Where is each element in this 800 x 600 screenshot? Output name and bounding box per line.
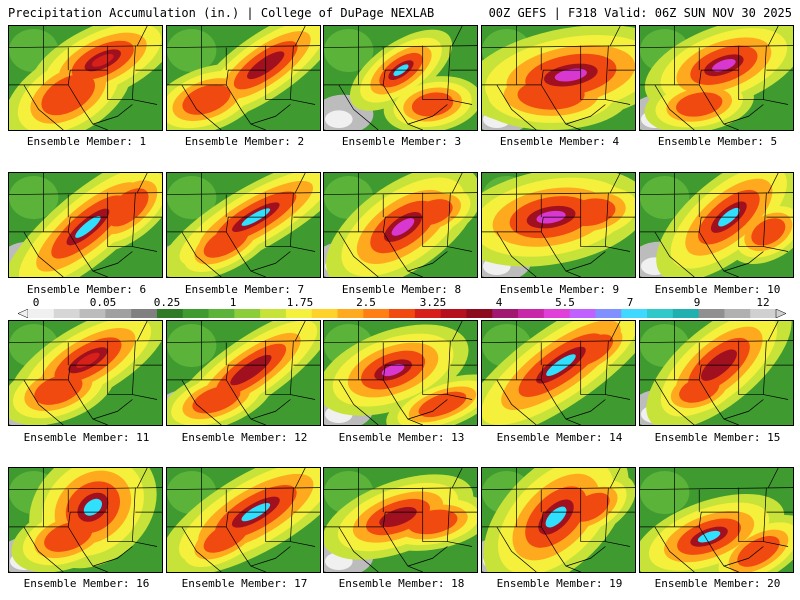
- colorbar-max-arrow: [775, 309, 786, 318]
- colorbar-segment: [53, 309, 81, 318]
- run-valid-time: 00Z GEFS | F318 Valid: 06Z SUN NOV 30 20…: [488, 6, 792, 20]
- colorbar-segment: [569, 309, 596, 318]
- colorbar-min-arrow: [18, 309, 29, 318]
- colorbar-tick-label: 0.05: [89, 296, 117, 309]
- colorbar-segment: [182, 309, 210, 318]
- colorbar-segment: [79, 309, 106, 318]
- colorbar-segment: [337, 309, 364, 318]
- colorbar-segment: [672, 309, 700, 318]
- ensemble-member-panel: [481, 320, 636, 426]
- colorbar-tick-label: 5.5: [555, 296, 575, 309]
- ensemble-member-label: Ensemble Member: 13: [338, 431, 465, 444]
- colorbar-segment: [724, 309, 751, 318]
- ensemble-member-label: Ensemble Member: 2: [184, 135, 305, 148]
- ensemble-member-panel: [639, 25, 794, 131]
- ensemble-member-panel: [323, 320, 478, 426]
- colorbar-segment: [750, 309, 777, 318]
- colorbar-segment: [543, 309, 571, 318]
- colorbar-segment: [440, 309, 467, 318]
- colorbar-tick-label: 3.25: [419, 296, 447, 309]
- colorbar-segment: [518, 309, 545, 318]
- ensemble-member-panel: [639, 172, 794, 278]
- ensemble-member-panel: [481, 172, 636, 278]
- colorbar: [18, 309, 786, 318]
- ensemble-member-label: Ensemble Member: 11: [23, 431, 150, 444]
- ensemble-member-label: Ensemble Member: 4: [499, 135, 620, 148]
- ensemble-member-label: Ensemble Member: 15: [654, 431, 781, 444]
- ensemble-member-panel: [166, 172, 321, 278]
- colorbar-segment: [311, 309, 339, 318]
- colorbar-segment: [131, 309, 158, 318]
- colorbar-segment: [156, 309, 184, 318]
- chart-title: Precipitation Accumulation (in.) | Colle…: [8, 6, 435, 20]
- ensemble-member-panel: [323, 25, 478, 131]
- ensemble-member-label: Ensemble Member: 17: [181, 577, 308, 590]
- colorbar-tick-label: 1: [229, 296, 237, 309]
- ensemble-member-label: Ensemble Member: 16: [23, 577, 150, 590]
- ensemble-member-label: Ensemble Member: 3: [341, 135, 462, 148]
- ensemble-member-panel: [639, 320, 794, 426]
- ensemble-member-panel: [166, 25, 321, 131]
- colorbar-segment: [621, 309, 648, 318]
- colorbar-segment: [234, 309, 261, 318]
- colorbar-segment: [389, 309, 416, 318]
- ensemble-member-panel: [166, 467, 321, 573]
- colorbar-tick-label: 0: [32, 296, 40, 309]
- colorbar-tick-label: 9: [693, 296, 701, 309]
- ensemble-member-label: Ensemble Member: 5: [657, 135, 778, 148]
- colorbar-segment: [285, 309, 313, 318]
- ensemble-member-label: Ensemble Member: 7: [184, 283, 305, 296]
- ensemble-member-panel: [8, 172, 163, 278]
- colorbar-tick-label: 2.5: [356, 296, 376, 309]
- ensemble-member-label: Ensemble Member: 14: [496, 431, 623, 444]
- colorbar-segment: [492, 309, 519, 318]
- ensemble-member-label: Ensemble Member: 20: [654, 577, 781, 590]
- colorbar-segment: [698, 309, 725, 318]
- colorbar-tick-label: 12: [756, 296, 770, 309]
- ensemble-member-panel: [8, 320, 163, 426]
- ensemble-member-label: Ensemble Member: 9: [499, 283, 620, 296]
- ensemble-member-panel: [323, 172, 478, 278]
- colorbar-tick-label: 7: [626, 296, 634, 309]
- ensemble-member-panel: [639, 467, 794, 573]
- colorbar-segment: [208, 309, 235, 318]
- colorbar-segment: [466, 309, 493, 318]
- ensemble-member-panel: [8, 25, 163, 131]
- colorbar-segment: [363, 309, 390, 318]
- colorbar-tick-label: 4: [495, 296, 503, 309]
- colorbar-segment: [414, 309, 442, 318]
- colorbar-tick-label: 0.25: [153, 296, 181, 309]
- ensemble-member-panel: [481, 467, 636, 573]
- ensemble-member-label: Ensemble Member: 10: [654, 283, 781, 296]
- colorbar-segment: [105, 309, 132, 318]
- ensemble-member-label: Ensemble Member: 8: [341, 283, 462, 296]
- colorbar-tick-label: 1.75: [286, 296, 314, 309]
- ensemble-member-label: Ensemble Member: 1: [26, 135, 147, 148]
- ensemble-member-panel: [481, 25, 636, 131]
- colorbar-segment: [595, 309, 622, 318]
- ensemble-member-panel: [8, 467, 163, 573]
- ensemble-member-label: Ensemble Member: 12: [181, 431, 308, 444]
- colorbar-segment: [28, 309, 55, 318]
- colorbar-segment: [647, 309, 674, 318]
- ensemble-member-panel: [323, 467, 478, 573]
- ensemble-member-label: Ensemble Member: 18: [338, 577, 465, 590]
- ensemble-member-panel: [166, 320, 321, 426]
- ensemble-member-label: Ensemble Member: 6: [26, 283, 147, 296]
- colorbar-segment: [260, 309, 287, 318]
- ensemble-member-label: Ensemble Member: 19: [496, 577, 623, 590]
